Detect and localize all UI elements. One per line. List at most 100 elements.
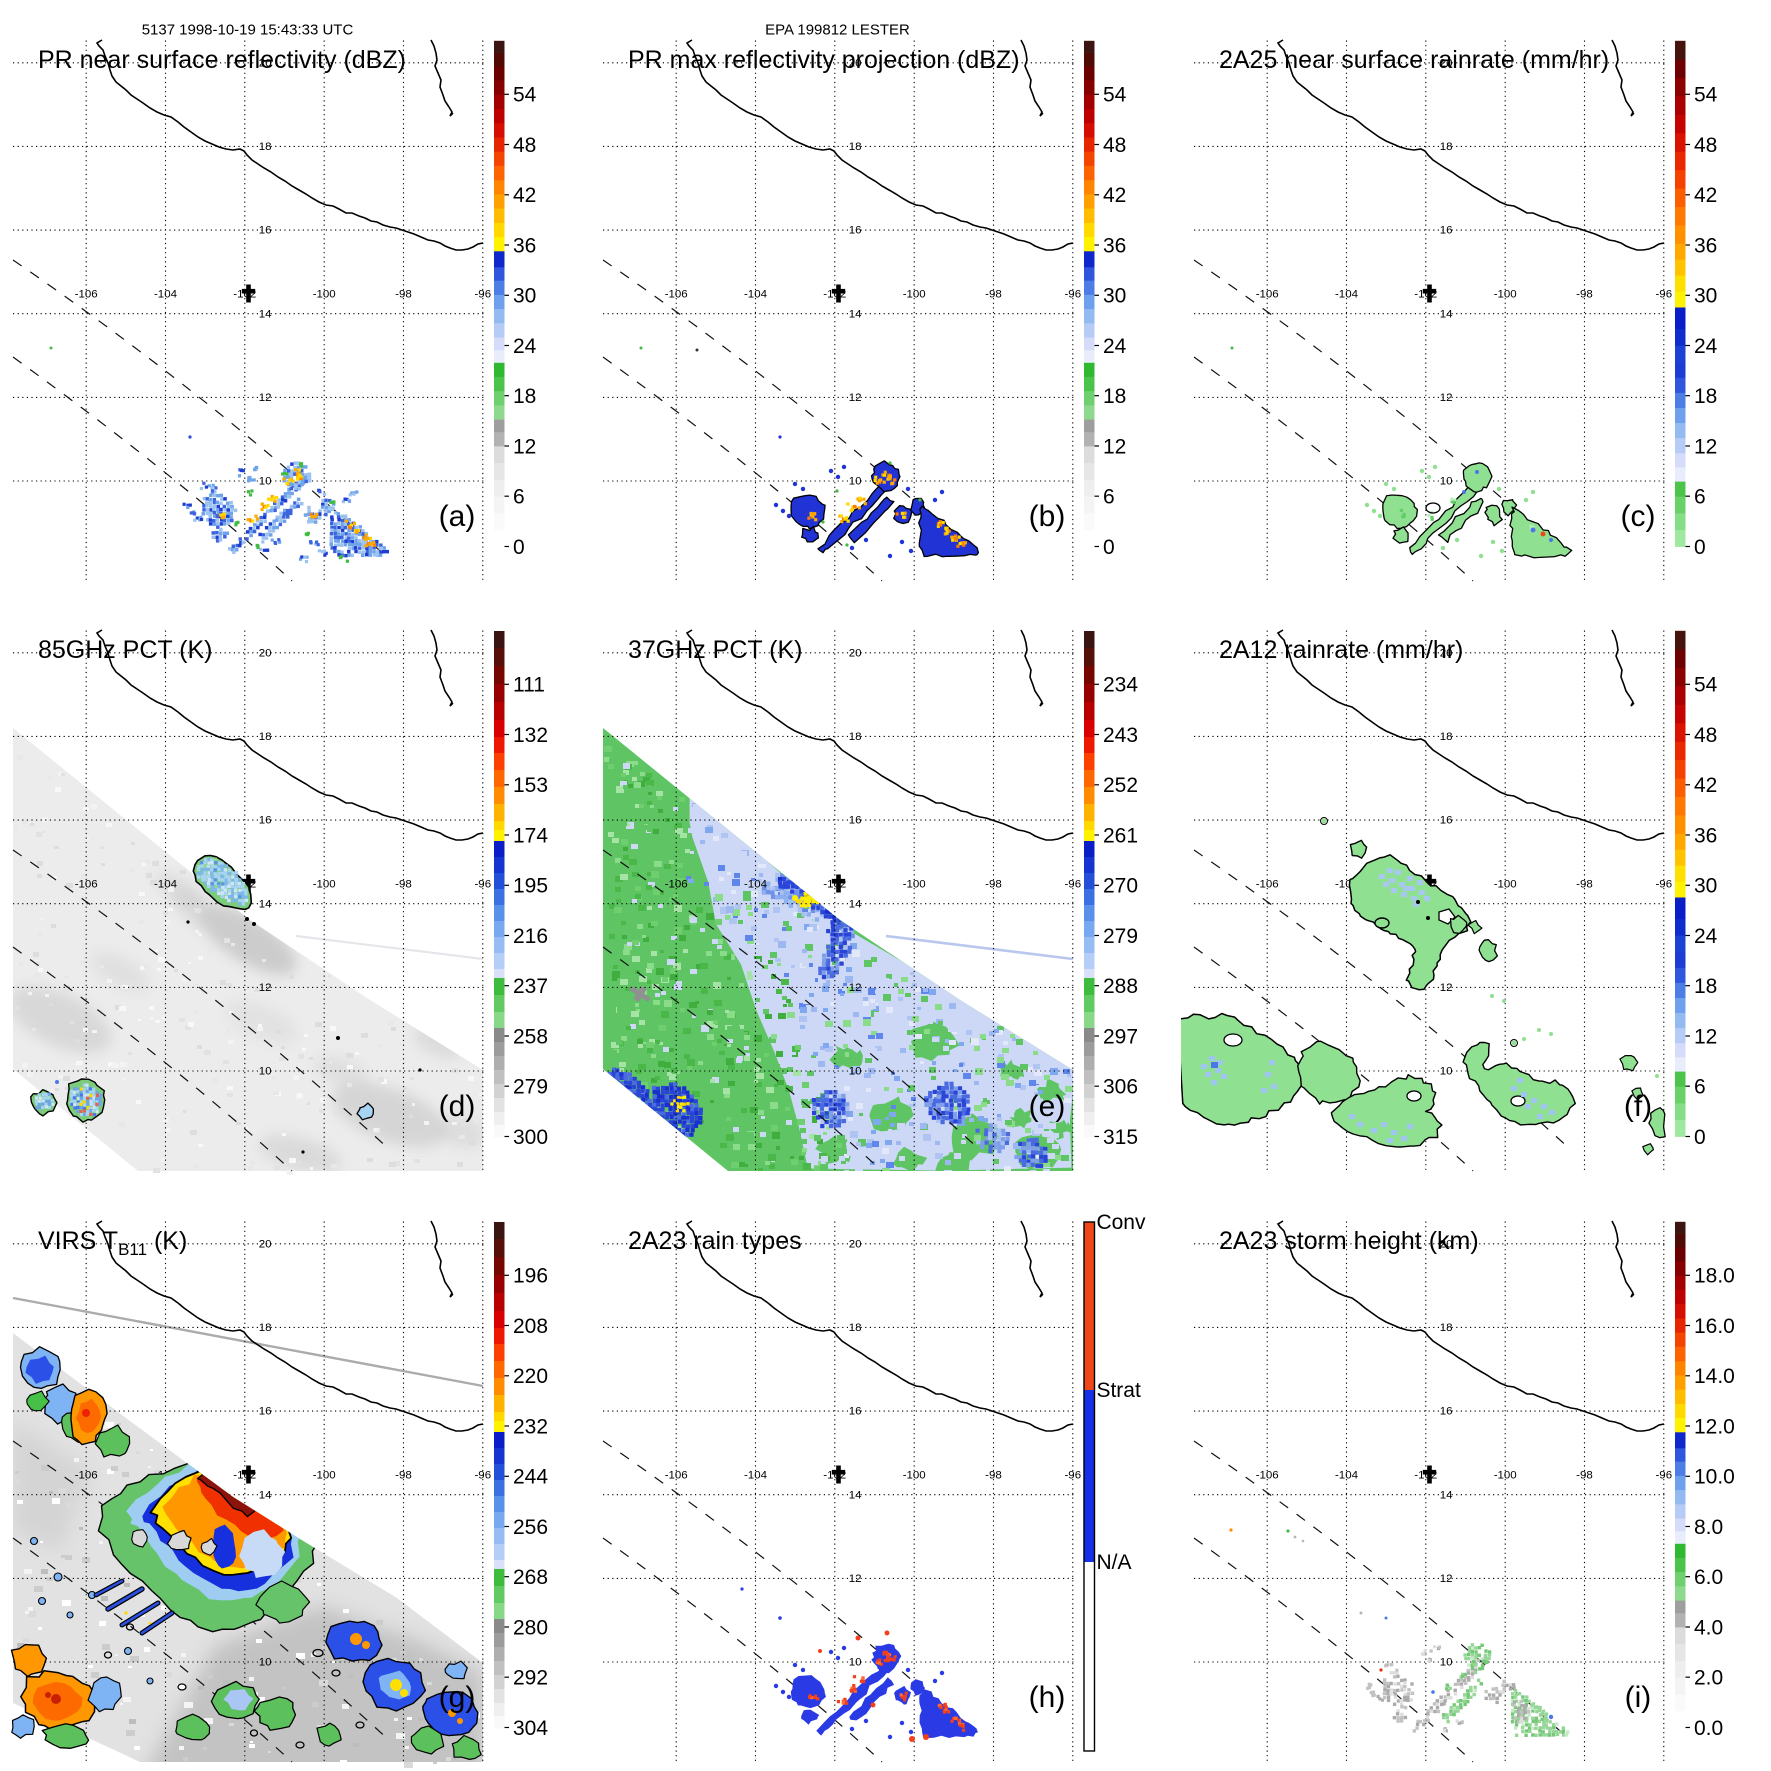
svg-text:EPA 199812 LESTER: EPA 199812 LESTER [765, 21, 910, 38]
svg-text:(i): (i) [1624, 1681, 1651, 1714]
svg-text:48: 48 [513, 134, 536, 157]
svg-text:232: 232 [513, 1415, 548, 1438]
svg-text:42: 42 [513, 184, 536, 207]
svg-text:300: 300 [513, 1126, 548, 1149]
svg-text:196: 196 [513, 1264, 548, 1287]
svg-text:54: 54 [1694, 84, 1718, 107]
svg-text:6: 6 [1103, 485, 1115, 508]
svg-text:24: 24 [1694, 335, 1718, 358]
svg-text:(d): (d) [439, 1090, 476, 1123]
svg-text:261: 261 [1103, 825, 1138, 848]
svg-text:12: 12 [1694, 435, 1717, 458]
svg-text:18.0: 18.0 [1694, 1264, 1735, 1287]
svg-text:37GHz PCT (K): 37GHz PCT (K) [628, 636, 802, 664]
svg-text:270: 270 [1103, 875, 1138, 898]
svg-text:6.0: 6.0 [1694, 1566, 1723, 1589]
svg-text:0.0: 0.0 [1694, 1716, 1723, 1739]
svg-text:48: 48 [1694, 724, 1717, 747]
svg-text:195: 195 [513, 875, 548, 898]
svg-text:2A25 near surface rainrate (mm: 2A25 near surface rainrate (mm/hr) [1219, 46, 1609, 74]
svg-text:30: 30 [513, 285, 536, 308]
svg-text:36: 36 [1694, 234, 1717, 257]
svg-text:306: 306 [1103, 1076, 1138, 1099]
svg-text:12: 12 [1103, 435, 1126, 458]
svg-text:256: 256 [513, 1515, 548, 1538]
svg-text:220: 220 [513, 1365, 548, 1388]
svg-text:30: 30 [1694, 875, 1717, 898]
svg-text:PR near surface reflectivity (: PR near surface reflectivity (dBZ) [38, 46, 406, 74]
svg-text:0: 0 [1694, 536, 1706, 559]
svg-text:279: 279 [513, 1076, 548, 1099]
svg-text:252: 252 [1103, 774, 1138, 797]
svg-text:(b): (b) [1029, 500, 1066, 533]
svg-text:85GHz PCT (K): 85GHz PCT (K) [38, 636, 212, 664]
svg-text:36: 36 [1694, 825, 1717, 848]
svg-text:54: 54 [1694, 674, 1718, 697]
svg-text:288: 288 [1103, 975, 1138, 998]
svg-text:42: 42 [1694, 184, 1717, 207]
svg-text:174: 174 [513, 825, 548, 848]
svg-text:PR max reflectivity projection: PR max reflectivity projection (dBZ) [628, 46, 1020, 74]
svg-text:0: 0 [513, 536, 525, 559]
svg-text:18: 18 [513, 385, 536, 408]
svg-text:111: 111 [513, 674, 545, 697]
svg-text:2A23 storm height (km): 2A23 storm height (km) [1219, 1227, 1479, 1255]
svg-text:18: 18 [1694, 385, 1717, 408]
svg-text:42: 42 [1694, 774, 1717, 797]
svg-text:243: 243 [1103, 724, 1138, 747]
svg-text:258: 258 [513, 1026, 548, 1049]
svg-text:(e): (e) [1029, 1090, 1066, 1123]
svg-text:2.0: 2.0 [1694, 1666, 1723, 1689]
svg-text:6: 6 [513, 485, 525, 508]
svg-text:18: 18 [1103, 385, 1126, 408]
svg-text:24: 24 [1103, 335, 1127, 358]
svg-text:297: 297 [1103, 1026, 1138, 1049]
svg-text:36: 36 [513, 234, 536, 257]
svg-text:6: 6 [1694, 485, 1706, 508]
svg-text:5137 1998-10-19 15:43:33 UTC: 5137 1998-10-19 15:43:33 UTC [142, 21, 354, 38]
svg-text:315: 315 [1103, 1126, 1138, 1149]
svg-text:2A12 rainrate (mm/hr): 2A12 rainrate (mm/hr) [1219, 636, 1463, 664]
svg-text:12: 12 [1694, 1026, 1717, 1049]
svg-text:153: 153 [513, 774, 548, 797]
svg-text:48: 48 [1103, 134, 1126, 157]
svg-text:10.0: 10.0 [1694, 1465, 1735, 1488]
svg-text:24: 24 [513, 335, 537, 358]
svg-text:14.0: 14.0 [1694, 1365, 1735, 1388]
svg-text:304: 304 [513, 1716, 548, 1739]
svg-text:292: 292 [513, 1666, 548, 1689]
svg-text:280: 280 [513, 1616, 548, 1639]
svg-text:234: 234 [1103, 674, 1138, 697]
svg-text:18: 18 [1694, 975, 1717, 998]
svg-text:Strat: Strat [1097, 1379, 1141, 1402]
svg-text:42: 42 [1103, 184, 1126, 207]
svg-text:54: 54 [1103, 84, 1127, 107]
svg-text:279: 279 [1103, 925, 1138, 948]
svg-text:237: 237 [513, 975, 548, 998]
svg-text:4.0: 4.0 [1694, 1616, 1723, 1639]
svg-text:N/A: N/A [1097, 1551, 1132, 1574]
svg-text:6: 6 [1694, 1076, 1706, 1099]
svg-text:216: 216 [513, 925, 548, 948]
svg-text:8.0: 8.0 [1694, 1515, 1723, 1538]
svg-text:208: 208 [513, 1314, 548, 1337]
svg-text:36: 36 [1103, 234, 1126, 257]
svg-text:54: 54 [513, 84, 537, 107]
svg-text:12.0: 12.0 [1694, 1415, 1735, 1438]
svg-text:244: 244 [513, 1465, 548, 1488]
svg-text:12: 12 [513, 435, 536, 458]
svg-text:132: 132 [513, 724, 548, 747]
svg-text:24: 24 [1694, 925, 1718, 948]
svg-text:(c): (c) [1620, 500, 1655, 533]
svg-text:Conv: Conv [1097, 1211, 1146, 1234]
svg-text:0: 0 [1103, 536, 1115, 559]
svg-text:2A23 rain types: 2A23 rain types [628, 1227, 802, 1255]
svg-text:30: 30 [1103, 285, 1126, 308]
svg-text:(g): (g) [439, 1681, 476, 1714]
svg-text:0: 0 [1694, 1126, 1706, 1149]
svg-text:(h): (h) [1029, 1681, 1066, 1714]
svg-text:(a): (a) [439, 500, 476, 533]
svg-text:268: 268 [513, 1566, 548, 1589]
svg-text:16.0: 16.0 [1694, 1314, 1735, 1337]
svg-text:30: 30 [1694, 285, 1717, 308]
